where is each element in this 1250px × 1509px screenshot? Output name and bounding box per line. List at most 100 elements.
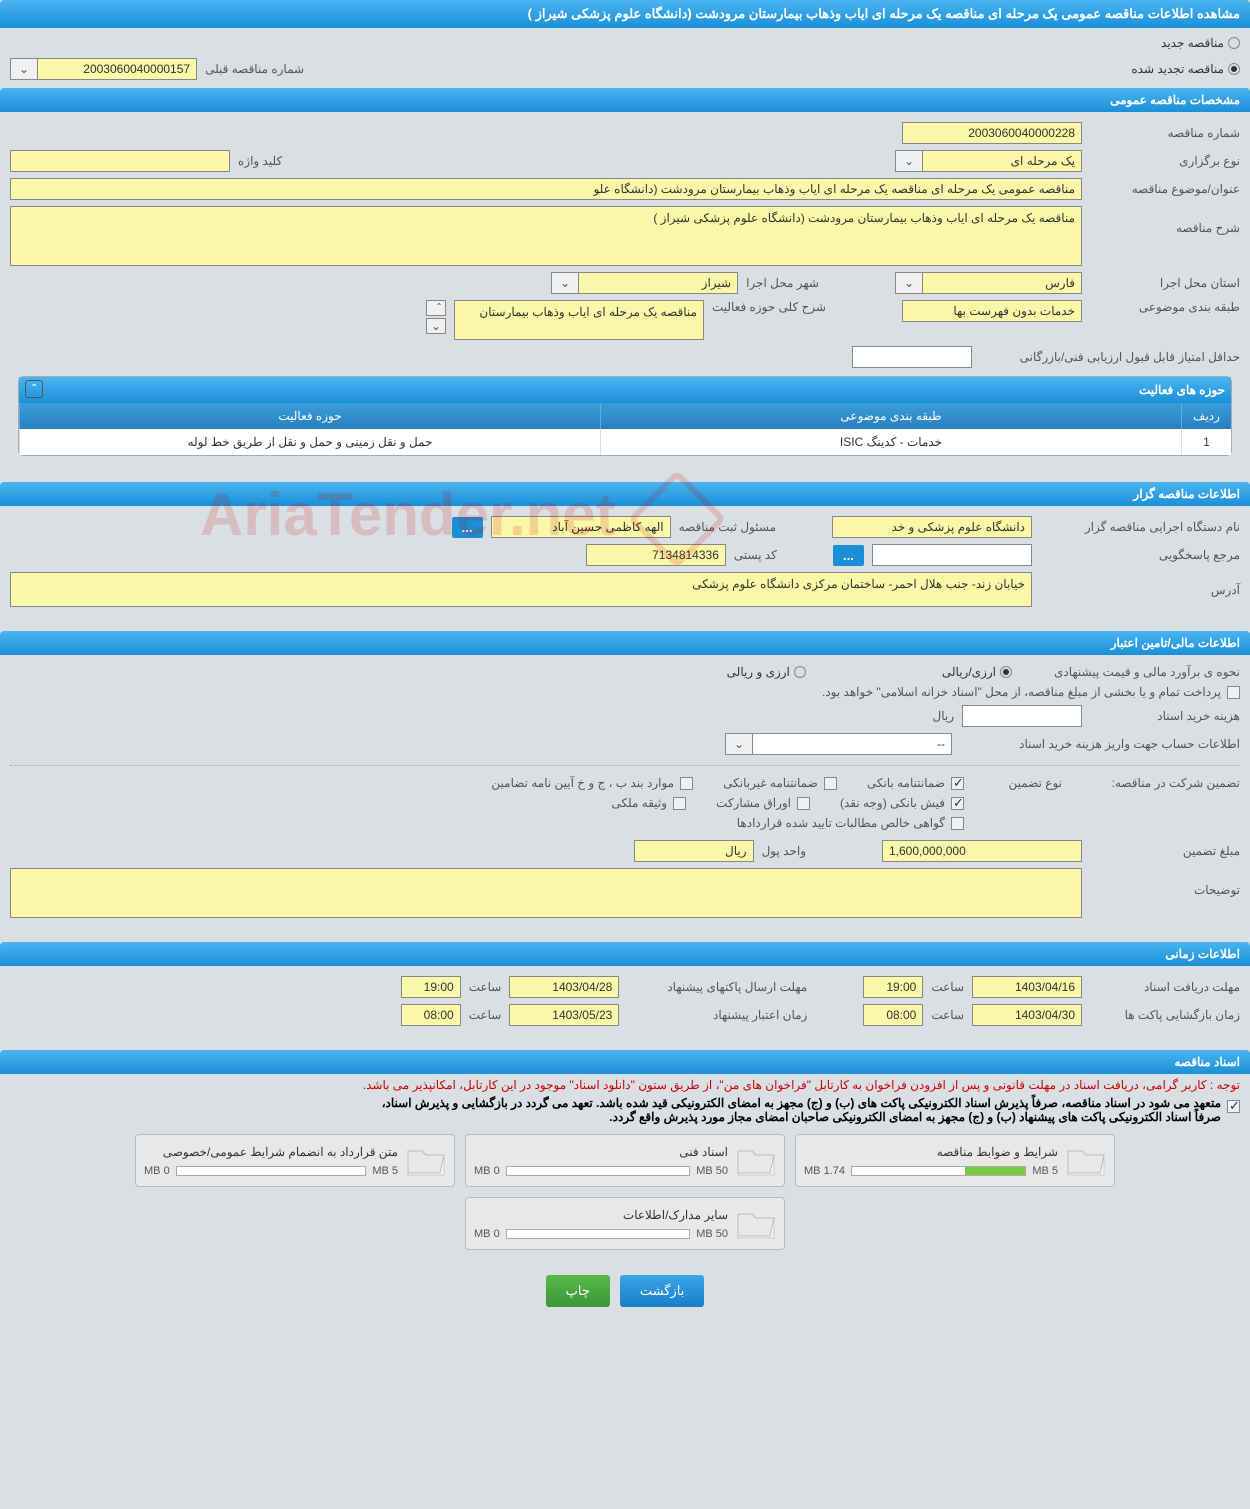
chevron-down-icon[interactable]: ⌄: [895, 272, 922, 294]
back-button[interactable]: بازگشت: [620, 1275, 704, 1307]
receive-deadline-time[interactable]: 19:00: [863, 976, 923, 998]
chevron-down-icon[interactable]: ⌄: [725, 733, 752, 755]
section-time-title: اطلاعات زمانی: [0, 942, 1250, 966]
doc-card[interactable]: سایر مدارک/اطلاعات 50 MB 0 MB: [465, 1197, 785, 1250]
guarantee-amount-field[interactable]: 1,600,000,000: [882, 840, 1082, 862]
doc-cost-field[interactable]: [962, 705, 1082, 727]
radio-icon: [1000, 666, 1012, 678]
open-time-date[interactable]: 1403/04/30: [972, 1004, 1082, 1026]
folder-icon: [406, 1143, 446, 1178]
g3-checkbox[interactable]: موارد بند ب ، ج و خ آیین نامه تضامین: [491, 776, 693, 790]
commitment-checkbox[interactable]: [1227, 1100, 1240, 1113]
doc-title: اسناد فنی: [474, 1145, 728, 1159]
estimate-label: نحوه ی برآورد مالی و قیمت پیشنهادی: [1020, 665, 1240, 679]
notes-label: توضیحات: [1090, 868, 1240, 897]
doc-card[interactable]: شرایط و ضوابط مناقصه 5 MB 1.74 MB: [795, 1134, 1115, 1187]
validity-time[interactable]: 08:00: [401, 1004, 461, 1026]
activity-desc-textarea[interactable]: مناقصه یک مرحله ای ایاب وذهاب بیمارستان: [454, 300, 704, 340]
send-deadline-label: مهلت ارسال پاکتهای پیشنهاد: [627, 980, 807, 994]
folder-icon: [736, 1143, 776, 1178]
checkbox-icon: [951, 777, 964, 790]
doc-used: 0 MB: [474, 1228, 500, 1240]
receive-deadline-date[interactable]: 1403/04/16: [972, 976, 1082, 998]
money-unit-label: واحد پول: [762, 844, 806, 858]
g5-checkbox[interactable]: اوراق مشارکت: [716, 796, 810, 810]
checkbox-icon: [1227, 686, 1240, 699]
postcode-field: 7134814336: [586, 544, 726, 566]
checkbox-icon: [680, 777, 693, 790]
notice-black1: متعهد می شود در اسناد مناقصه، صرفاً پذیر…: [382, 1096, 1221, 1110]
send-deadline-time[interactable]: 19:00: [401, 976, 461, 998]
doc-total: 5 MB: [1032, 1165, 1058, 1177]
chevron-up-icon[interactable]: ˆ: [426, 300, 446, 316]
min-score-field[interactable]: [852, 346, 972, 368]
doc-cost-unit: ریال: [932, 709, 954, 723]
checkbox-icon: [797, 797, 810, 810]
holding-type-select[interactable]: یک مرحله ای: [922, 150, 1082, 172]
guarantee-type-label: نوع تضمین: [972, 776, 1062, 790]
g7-checkbox[interactable]: گواهی خالص مطالبات تایید شده قراردادها: [737, 816, 964, 830]
validity-date[interactable]: 1403/05/23: [509, 1004, 619, 1026]
city-label: شهر محل اجرا: [746, 276, 819, 290]
collapse-icon[interactable]: ˆ: [25, 380, 43, 398]
radio-renewed-tender[interactable]: مناقصه تجدید شده: [1131, 62, 1240, 76]
doc-used: 1.74 MB: [804, 1165, 845, 1177]
chevron-down-icon[interactable]: ⌄: [426, 318, 446, 334]
g6-checkbox[interactable]: وثیقه ملکی: [611, 796, 686, 810]
subject-field[interactable]: مناقصه عمومی یک مرحله ای مناقصه یک مرحله…: [10, 178, 1082, 200]
col-hoze: حوزه فعالیت: [19, 403, 600, 429]
radio-label: ارزی/ریالی: [942, 665, 996, 679]
time-label: ساعت: [469, 1008, 502, 1022]
checkbox-icon: [951, 797, 964, 810]
open-time-time[interactable]: 08:00: [863, 1004, 923, 1026]
dots-button[interactable]: ...: [833, 545, 864, 566]
progress-bar: [506, 1229, 691, 1239]
prev-tender-select[interactable]: 2003060040000157: [37, 58, 197, 80]
dots-button[interactable]: ...: [452, 517, 483, 538]
radio-new-tender[interactable]: مناقصه جدید: [1161, 36, 1240, 50]
g2-checkbox[interactable]: ضمانتنامه غیربانکی: [723, 776, 837, 790]
province-select[interactable]: فارس: [922, 272, 1082, 294]
g4-checkbox[interactable]: فیش بانکی (وجه نقد): [840, 796, 964, 810]
print-button[interactable]: چاپ: [546, 1275, 610, 1307]
exec-label: نام دستگاه اجرایی مناقصه گزار: [1040, 520, 1240, 534]
chevron-down-icon[interactable]: ⌄: [551, 272, 578, 294]
city-select[interactable]: شیراز: [578, 272, 738, 294]
cell-hoze: حمل و نقل زمینی و حمل و نقل از طریق خط ل…: [19, 429, 600, 455]
radio-icon: [1228, 37, 1240, 49]
doc-card[interactable]: متن قرارداد به انضمام شرایط عمومی/خصوصی …: [135, 1134, 455, 1187]
tender-no-field: 2003060040000228: [902, 122, 1082, 144]
classification-field[interactable]: خدمات بدون فهرست بها: [902, 300, 1082, 322]
col-tabaqe: طبقه بندی موضوعی: [600, 403, 1181, 429]
desc-label: شرح مناقصه: [1090, 206, 1240, 235]
radio-label: مناقصه تجدید شده: [1131, 62, 1224, 76]
g1-checkbox[interactable]: ضمانتنامه بانکی: [867, 776, 964, 790]
cell-tabaqe: خدمات - کدینگ ISIC: [600, 429, 1181, 455]
radio-currency-foreign[interactable]: ارزی و ریالی: [727, 665, 806, 679]
activity-table-title: حوزه های فعالیت: [1139, 383, 1225, 397]
subject-label: عنوان/موضوع مناقصه: [1090, 182, 1240, 196]
doc-card[interactable]: اسناد فنی 50 MB 0 MB: [465, 1134, 785, 1187]
radio-label: ارزی و ریالی: [727, 665, 790, 679]
payment-note-checkbox[interactable]: پرداخت تمام و یا بخشی از مبلغ مناقصه، از…: [822, 685, 1240, 699]
contact-field[interactable]: [872, 544, 1032, 566]
chevron-down-icon[interactable]: ⌄: [10, 58, 37, 80]
validity-label: زمان اعتبار پیشنهاد: [627, 1008, 807, 1022]
notes-textarea[interactable]: [10, 868, 1082, 918]
section-organizer-title: اطلاعات مناقصه گزار: [0, 482, 1250, 506]
radio-currency-rls[interactable]: ارزی/ریالی: [942, 665, 1012, 679]
desc-textarea[interactable]: مناقصه یک مرحله ای ایاب وذهاب بیمارستان …: [10, 206, 1082, 266]
doc-total: 50 MB: [696, 1165, 728, 1177]
tender-no-label: شماره مناقصه: [1090, 126, 1240, 140]
send-deadline-date[interactable]: 1403/04/28: [509, 976, 619, 998]
address-textarea[interactable]: خیابان زند- جنب هلال احمر- ساختمان مرکزی…: [10, 572, 1032, 607]
keyword-field[interactable]: [10, 150, 230, 172]
g4-label: فیش بانکی (وجه نقد): [840, 796, 945, 810]
account-select[interactable]: --: [752, 733, 952, 755]
payment-note-label: پرداخت تمام و یا بخشی از مبلغ مناقصه، از…: [822, 685, 1221, 699]
doc-total: 5 MB: [372, 1165, 398, 1177]
table-row: 1 خدمات - کدینگ ISIC حمل و نقل زمینی و ح…: [19, 429, 1231, 455]
money-unit-field: ریال: [634, 840, 754, 862]
chevron-down-icon[interactable]: ⌄: [895, 150, 922, 172]
progress-bar: [176, 1166, 367, 1176]
